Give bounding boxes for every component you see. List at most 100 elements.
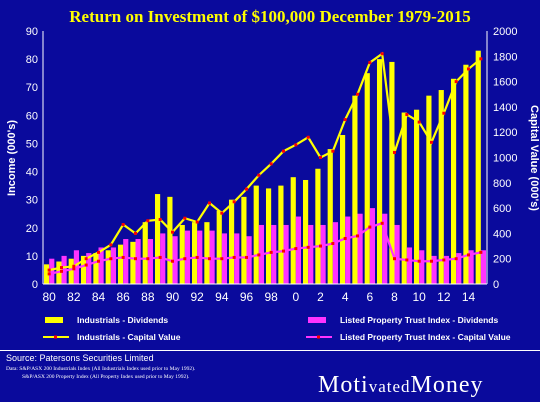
bar-industrials-dividends xyxy=(105,250,111,284)
bar-industrials-dividends xyxy=(290,177,296,284)
point-property-capital xyxy=(60,269,63,273)
point-industrials-capital xyxy=(405,112,409,116)
bar-property-dividends xyxy=(283,224,289,284)
bar-industrials-dividends xyxy=(352,95,358,285)
bar-industrials-dividends xyxy=(463,64,469,284)
logo-part-2: vated xyxy=(368,377,411,396)
y-left-tick-label: 30 xyxy=(26,195,38,207)
point-property-capital xyxy=(158,255,162,259)
legend-label: Listed Property Trust Index - Dividends xyxy=(340,315,498,325)
point-industrials-capital xyxy=(232,200,236,204)
point-property-capital xyxy=(294,247,298,251)
point-industrials-capital xyxy=(109,243,113,247)
legend-swatch xyxy=(45,317,63,323)
point-industrials-capital xyxy=(84,257,88,261)
x-tick-label: 10 xyxy=(412,290,426,304)
legend-marker xyxy=(317,335,320,339)
point-industrials-capital xyxy=(220,211,224,215)
y-right-tick-label: 1600 xyxy=(493,77,517,89)
data-note-1: Data: S&P/ASX 200 Industrials Index (All… xyxy=(6,366,196,372)
point-industrials-capital xyxy=(257,173,261,177)
logo-part-3: Money xyxy=(410,372,484,398)
point-property-capital xyxy=(257,253,261,257)
bar-industrials-dividends xyxy=(43,264,50,284)
bar-property-dividends xyxy=(184,230,191,284)
y-right-tick-label: 400 xyxy=(493,228,511,240)
legend-label: Industrials - Dividends xyxy=(77,315,168,325)
point-industrials-capital xyxy=(479,57,483,61)
x-tick-label: 6 xyxy=(366,290,373,304)
bar-property-dividends xyxy=(234,233,240,284)
x-tick-label: 14 xyxy=(462,290,476,304)
bar-industrials-dividends xyxy=(167,196,173,284)
source-text: Source: Patersons Securities Limited xyxy=(6,353,154,363)
x-tick-label: 92 xyxy=(190,290,204,304)
data-note-2: S&P/ASX 200 Property Index (All Property… xyxy=(22,374,190,380)
point-industrials-capital xyxy=(121,223,125,227)
point-industrials-capital xyxy=(319,156,322,159)
bar-industrials-dividends xyxy=(450,78,457,285)
point-property-capital xyxy=(405,258,409,262)
x-tick-label: 96 xyxy=(240,290,254,304)
point-industrials-capital xyxy=(306,135,310,139)
bar-property-dividends xyxy=(480,250,487,284)
bar-industrials-dividends xyxy=(228,199,235,284)
legend: Industrials - Dividends Listed Property T… xyxy=(43,315,511,342)
point-property-capital xyxy=(84,263,88,267)
x-tick-label: 80 xyxy=(42,290,56,304)
x-tick-label: 12 xyxy=(437,290,451,304)
point-industrials-capital xyxy=(368,61,372,65)
point-industrials-capital xyxy=(430,140,433,144)
y-right-tick-label: 600 xyxy=(493,203,511,215)
x-tick-label: 8 xyxy=(391,290,398,304)
point-property-capital xyxy=(97,259,100,263)
point-industrials-capital xyxy=(417,120,421,124)
bar-property-dividends xyxy=(468,250,474,284)
bar-property-dividends xyxy=(246,236,252,284)
point-property-capital xyxy=(331,242,335,246)
bar-industrials-dividends xyxy=(241,196,247,284)
x-tick-label: 0 xyxy=(292,290,299,304)
bar-property-dividends xyxy=(419,250,425,284)
legend-label: Listed Property Trust Index - Capital Va… xyxy=(340,332,511,342)
point-property-capital xyxy=(47,272,51,276)
x-tick-label: 82 xyxy=(67,290,81,304)
point-industrials-capital xyxy=(343,118,347,122)
point-property-capital xyxy=(368,225,372,229)
point-industrials-capital xyxy=(208,201,211,205)
point-property-capital xyxy=(146,257,150,261)
bar-property-dividends xyxy=(320,224,326,284)
y-axis-right-label: Capital Value (000's) xyxy=(528,105,540,211)
bar-property-dividends xyxy=(382,213,388,284)
point-property-capital xyxy=(430,259,433,263)
bar-industrials-dividends xyxy=(302,179,309,284)
point-property-capital xyxy=(232,255,236,259)
chart-title: Return on Investment of $100,000 Decembe… xyxy=(69,7,471,26)
y-left-tick-label: 70 xyxy=(26,82,38,94)
bar-industrials-dividends xyxy=(80,255,87,284)
y-left-tick-label: 90 xyxy=(26,26,38,38)
point-industrials-capital xyxy=(171,230,174,234)
point-property-capital xyxy=(72,267,76,271)
point-property-capital xyxy=(134,257,137,261)
y-left-tick-label: 80 xyxy=(26,54,38,66)
bar-property-dividends xyxy=(295,216,302,284)
y-right-tick-label: 200 xyxy=(493,254,511,266)
bar-industrials-dividends xyxy=(438,90,444,285)
bar-property-dividends xyxy=(135,239,141,284)
point-property-capital xyxy=(380,221,384,225)
bar-industrials-dividends xyxy=(216,210,222,284)
point-industrials-capital xyxy=(331,149,335,153)
bar-property-dividends xyxy=(431,255,437,284)
point-industrials-capital xyxy=(134,231,137,235)
point-property-capital xyxy=(208,257,211,261)
point-industrials-capital xyxy=(467,67,470,71)
bar-industrials-dividends xyxy=(315,168,321,284)
y-left-tick-label: 0 xyxy=(32,279,38,291)
point-property-capital xyxy=(393,257,396,261)
legend-swatch xyxy=(308,317,326,323)
bar-property-dividends xyxy=(357,213,363,284)
point-industrials-capital xyxy=(245,187,248,191)
y-left-tick-label: 20 xyxy=(26,223,38,235)
bar-industrials-dividends xyxy=(426,95,432,285)
